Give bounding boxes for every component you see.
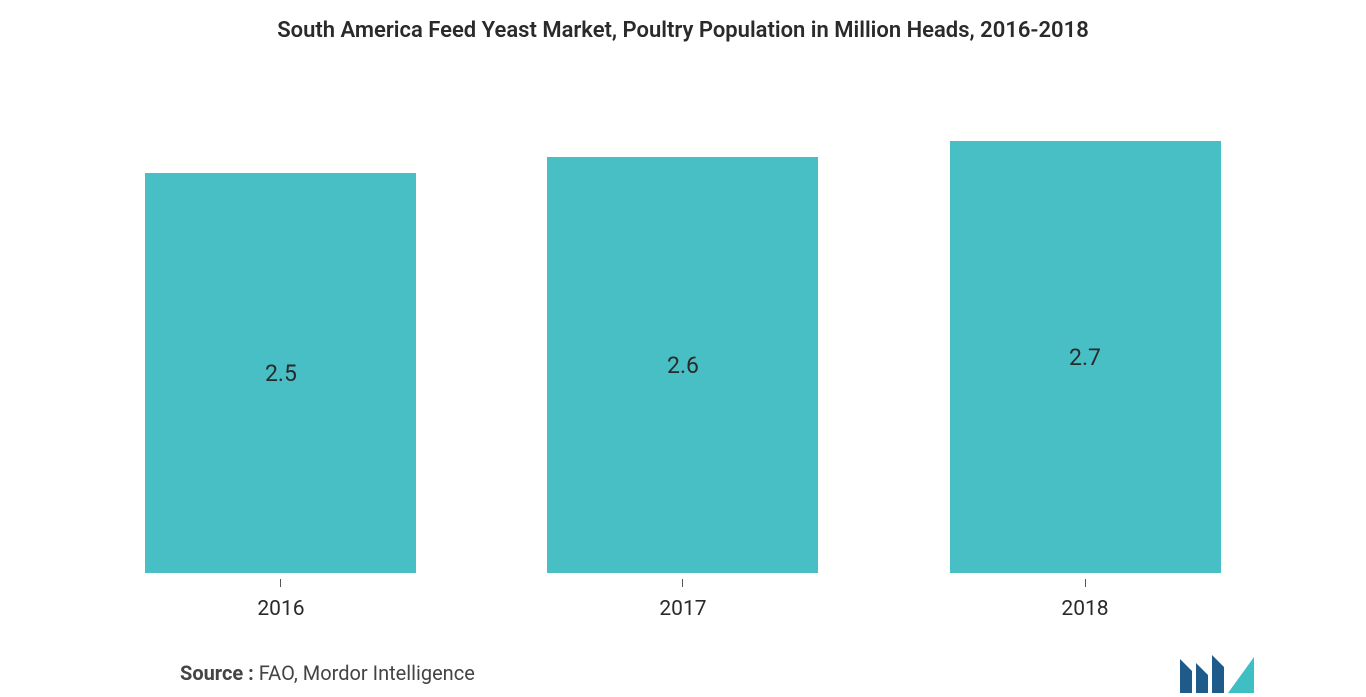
bar-group: 2.6 [482,157,884,573]
tick-mark [1085,579,1086,587]
brand-logo [1178,649,1256,697]
bar: 2.6 [547,157,818,573]
x-tick: 2018 [884,579,1286,621]
bar-value-label: 2.6 [667,352,699,379]
bar-value-label: 2.5 [265,360,297,387]
logo-triangle-icon [1228,657,1254,693]
bar: 2.5 [145,173,416,573]
source-text: FAO, Mordor Intelligence [259,661,475,685]
bar-group: 2.7 [884,141,1286,573]
chart-footer: Source : FAO, Mordor Intelligence [80,649,1286,697]
x-tick-label: 2018 [1061,597,1108,621]
bar: 2.7 [950,141,1221,573]
tick-mark [280,579,281,587]
chart-title: South America Feed Yeast Market, Poultry… [80,18,1286,43]
x-tick-label: 2016 [257,597,304,621]
tick-mark [682,579,683,587]
bar-group: 2.5 [80,173,482,573]
source-label: Source : [180,661,254,685]
chart-container: South America Feed Yeast Market, Poultry… [0,0,1366,655]
logo-bars-icon [1180,655,1224,693]
x-axis: 2016 2017 2018 [80,579,1286,621]
x-tick-label: 2017 [659,597,706,621]
x-tick: 2017 [482,579,884,621]
x-tick: 2016 [80,579,482,621]
bar-value-label: 2.7 [1069,344,1101,371]
source-line: Source : FAO, Mordor Intelligence [180,661,475,685]
chart-plot-area: 2.5 2.6 2.7 [80,93,1286,573]
